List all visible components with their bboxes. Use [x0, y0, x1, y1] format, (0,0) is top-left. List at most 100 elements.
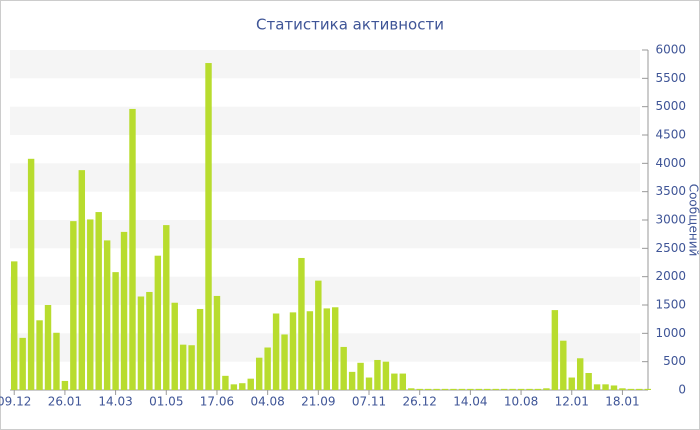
- grid-band: [10, 50, 640, 79]
- bar: [171, 302, 178, 390]
- y-tick-label: 4000: [655, 156, 686, 170]
- x-tick-label: 09.12: [0, 395, 31, 409]
- y-tick-label: 3500: [655, 184, 686, 198]
- bar: [332, 307, 339, 390]
- bar: [450, 388, 457, 390]
- bar: [568, 377, 575, 390]
- x-tick-label: 14.03: [98, 395, 132, 409]
- bar: [348, 371, 356, 390]
- bar: [408, 388, 415, 390]
- grid-band: [10, 220, 640, 249]
- bar: [146, 291, 153, 390]
- bar: [636, 388, 643, 390]
- bar: [179, 344, 187, 390]
- bar: [619, 388, 626, 390]
- x-tick-label: 17.06: [200, 395, 234, 409]
- bar: [399, 373, 407, 390]
- x-tick-label: 18.01: [605, 395, 639, 409]
- bar: [644, 388, 651, 390]
- bar: [11, 261, 18, 390]
- bar: [281, 334, 288, 390]
- grid-band: [10, 106, 640, 135]
- y-tick-label: 6000: [655, 43, 686, 57]
- bar: [137, 296, 145, 390]
- x-tick-label: 10.08: [504, 395, 538, 409]
- bar: [129, 108, 136, 390]
- bar: [526, 388, 533, 390]
- bar: [27, 158, 35, 390]
- y-tick-label: 0: [678, 383, 686, 397]
- x-tick-label: 26.01: [48, 395, 82, 409]
- y-tick-label: 500: [663, 354, 686, 368]
- bar: [19, 337, 26, 390]
- bar: [188, 345, 195, 390]
- bar: [205, 63, 212, 391]
- bar: [458, 388, 466, 390]
- bar: [36, 320, 43, 390]
- bar: [610, 385, 618, 390]
- bar: [298, 257, 305, 390]
- bar: [576, 358, 584, 390]
- y-tick-label: 1000: [655, 326, 686, 340]
- bar: [484, 388, 491, 390]
- bar: [53, 332, 60, 390]
- bar: [391, 373, 398, 390]
- bar: [103, 240, 111, 390]
- bar: [264, 347, 271, 390]
- y-tick-label: 1500: [655, 298, 686, 312]
- y-tick-label: 3000: [655, 213, 686, 227]
- bar: [374, 359, 381, 390]
- bar: [602, 384, 609, 390]
- bar: [441, 388, 449, 390]
- bar: [95, 212, 102, 390]
- bar: [213, 295, 221, 390]
- bar: [272, 313, 280, 390]
- bar: [163, 225, 170, 390]
- bar: [120, 231, 128, 390]
- bar: [365, 377, 373, 390]
- bar: [154, 255, 162, 390]
- bar: [289, 312, 297, 390]
- bar: [239, 383, 246, 390]
- bar: [78, 170, 86, 390]
- x-tick-label: 21.09: [301, 395, 335, 409]
- y-tick-label: 2000: [655, 269, 686, 283]
- x-tick-label: 12.01: [555, 395, 589, 409]
- bar: [467, 388, 474, 390]
- y-tick-label: 5500: [655, 71, 686, 85]
- bar: [247, 378, 254, 390]
- bar: [196, 308, 204, 390]
- bar: [500, 388, 508, 390]
- bar: [44, 305, 52, 390]
- bar: [70, 221, 77, 390]
- bar: [543, 388, 550, 390]
- bar: [61, 380, 69, 390]
- bar: [517, 388, 525, 390]
- bar: [323, 308, 330, 390]
- bar: [424, 388, 432, 390]
- bar: [255, 357, 263, 390]
- bar: [306, 311, 314, 390]
- bar: [340, 346, 347, 390]
- bar: [534, 388, 542, 390]
- bar: [560, 340, 567, 390]
- bar: [230, 384, 238, 390]
- bar: [112, 272, 119, 390]
- chart-title: Статистика активности: [256, 16, 444, 34]
- bar: [315, 280, 322, 390]
- bar: [416, 388, 423, 390]
- bar: [509, 388, 516, 390]
- bar: [433, 388, 440, 390]
- x-tick-label: 07.11: [352, 395, 386, 409]
- grid-band: [10, 163, 640, 192]
- y-tick-label: 2500: [655, 241, 686, 255]
- bar: [382, 361, 390, 390]
- y-tick-label: 4500: [655, 128, 686, 142]
- bar: [593, 384, 601, 390]
- x-tick-label: 26.12: [403, 395, 437, 409]
- bar: [585, 373, 592, 390]
- x-tick-label: 14.04: [453, 395, 487, 409]
- y-axis-label: Сообщений: [687, 184, 700, 257]
- x-tick-label: 01.05: [149, 395, 183, 409]
